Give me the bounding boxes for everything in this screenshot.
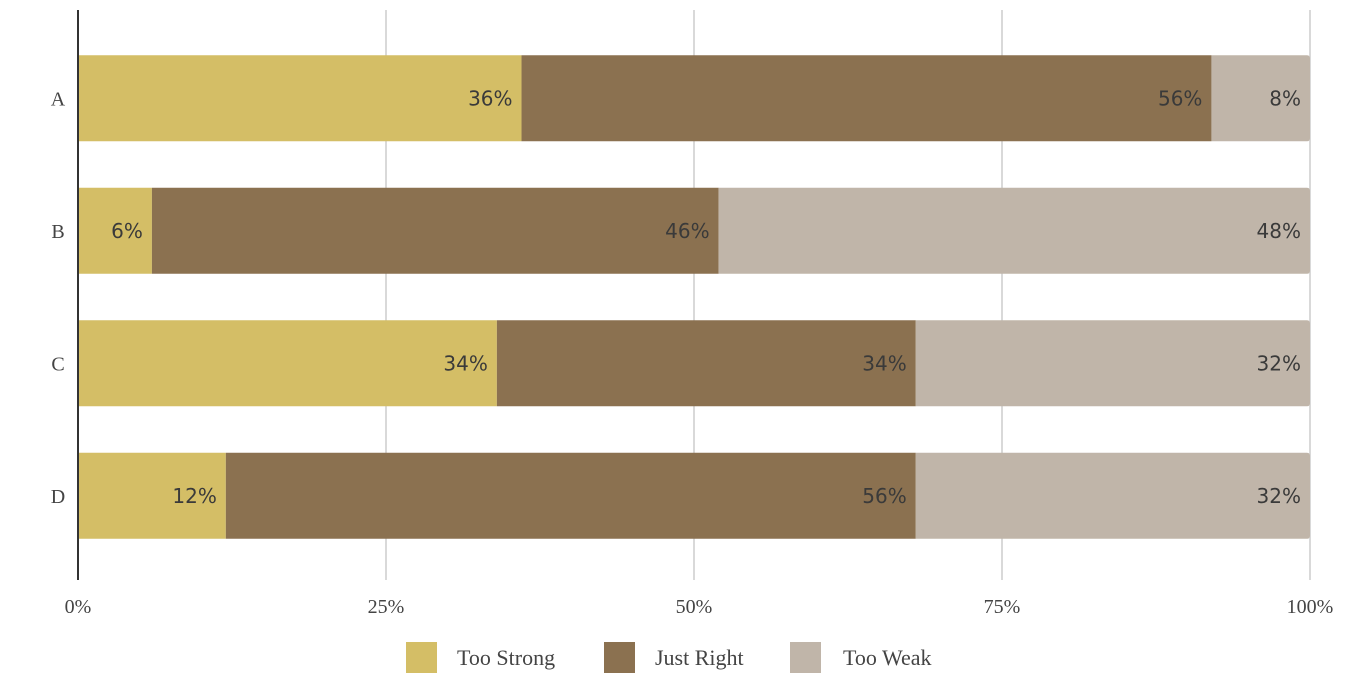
data-label: 34%: [862, 351, 906, 375]
bar-segment-B-1: [151, 187, 719, 274]
legend-swatch: [790, 642, 821, 673]
data-label: 6%: [111, 219, 143, 243]
bar-segment-D-2: [915, 452, 1310, 539]
bars: 36% 56% 8% 6% 46% 48% 34% 34% 32% 12% 56% 32%: [78, 55, 1310, 539]
axes: 0% 25% 50% 75% 100% A B C D: [51, 10, 1334, 618]
data-label: 8%: [1269, 86, 1301, 110]
legend-label: Just Right: [655, 645, 744, 670]
x-tick-label: 25%: [368, 596, 405, 618]
bar-segment-C-2: [915, 320, 1310, 407]
x-tick-label: 50%: [676, 596, 713, 618]
bar-segment-D-1: [225, 452, 916, 539]
bar-segment-B-2: [718, 187, 1310, 274]
legend-label: Too Strong: [457, 645, 555, 670]
data-label: 36%: [468, 86, 512, 110]
data-label: 56%: [862, 484, 906, 508]
bar-segment-A-0: [78, 55, 522, 142]
legend: Too Strong Just Right Too Weak: [406, 642, 932, 673]
data-label: 48%: [1257, 219, 1301, 243]
bar-segment-C-0: [78, 320, 497, 407]
category-label: C: [51, 353, 64, 375]
legend-label: Too Weak: [843, 645, 932, 670]
x-tick-label: 0%: [65, 596, 92, 618]
x-tick-label: 75%: [984, 596, 1021, 618]
bar-segment-C-1: [496, 320, 916, 407]
category-label: B: [51, 221, 64, 243]
bar-segment-A-1: [521, 55, 1212, 142]
category-label: D: [51, 486, 65, 508]
data-label: 12%: [172, 484, 216, 508]
data-label: 46%: [665, 219, 709, 243]
x-tick-label: 100%: [1287, 596, 1334, 618]
bar-segment-D-0: [78, 452, 226, 539]
data-label: 32%: [1257, 484, 1301, 508]
legend-swatch: [406, 642, 437, 673]
category-label: A: [51, 88, 66, 110]
legend-swatch: [604, 642, 635, 673]
bar-segment-B-0: [78, 187, 152, 274]
data-label: 56%: [1158, 86, 1202, 110]
bar-segment-A-2: [1211, 55, 1310, 142]
data-label: 32%: [1257, 351, 1301, 375]
data-label: 34%: [443, 351, 487, 375]
